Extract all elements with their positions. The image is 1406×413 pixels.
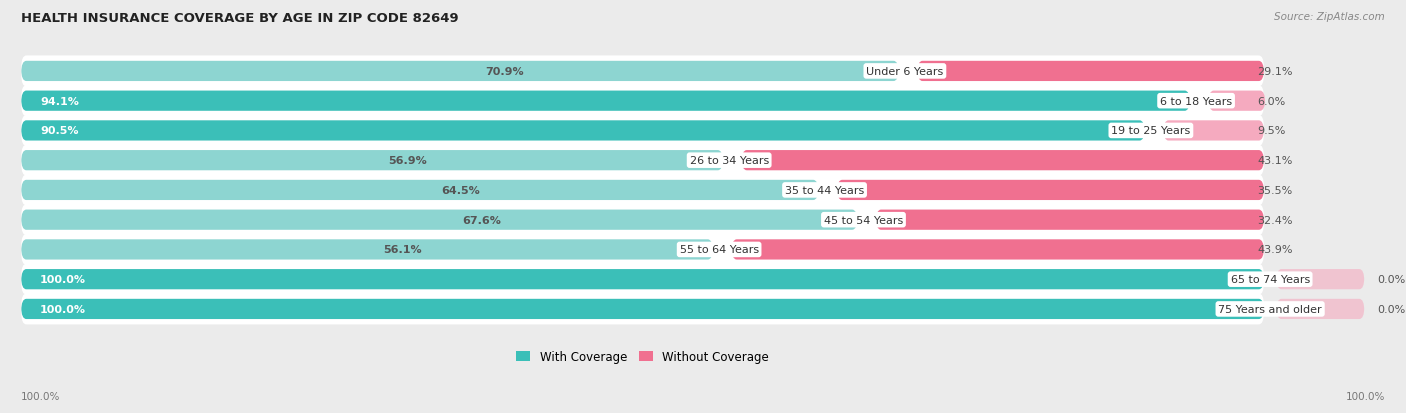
FancyBboxPatch shape [1209,91,1265,112]
FancyBboxPatch shape [21,294,1264,325]
Text: 43.9%: 43.9% [1257,245,1294,255]
FancyBboxPatch shape [731,240,1264,260]
Text: 75 Years and older: 75 Years and older [1219,304,1322,314]
FancyBboxPatch shape [21,235,1264,265]
FancyBboxPatch shape [1277,269,1364,290]
Text: 19 to 25 Years: 19 to 25 Years [1111,126,1191,136]
FancyBboxPatch shape [21,210,858,230]
FancyBboxPatch shape [21,91,1189,112]
FancyBboxPatch shape [21,180,818,201]
FancyBboxPatch shape [918,62,1264,82]
FancyBboxPatch shape [1163,121,1264,141]
Text: 0.0%: 0.0% [1376,275,1405,285]
FancyBboxPatch shape [21,116,1264,147]
Text: 35 to 44 Years: 35 to 44 Years [785,185,865,195]
Text: 55 to 64 Years: 55 to 64 Years [679,245,759,255]
FancyBboxPatch shape [21,62,898,82]
FancyBboxPatch shape [21,299,1264,319]
Text: 65 to 74 Years: 65 to 74 Years [1230,275,1310,285]
Text: 45 to 54 Years: 45 to 54 Years [824,215,903,225]
Text: 43.1%: 43.1% [1257,156,1294,166]
FancyBboxPatch shape [21,205,1264,235]
Text: 100.0%: 100.0% [41,304,86,314]
FancyBboxPatch shape [1277,299,1364,319]
FancyBboxPatch shape [837,180,1264,201]
Text: 94.1%: 94.1% [41,97,79,107]
FancyBboxPatch shape [742,151,1264,171]
FancyBboxPatch shape [21,240,713,260]
Text: 6.0%: 6.0% [1257,97,1286,107]
Text: 35.5%: 35.5% [1257,185,1294,195]
Text: 32.4%: 32.4% [1257,215,1294,225]
FancyBboxPatch shape [21,175,1264,206]
Text: 90.5%: 90.5% [41,126,79,136]
Text: 29.1%: 29.1% [1257,67,1294,77]
Text: 56.9%: 56.9% [388,156,427,166]
Text: 70.9%: 70.9% [485,67,524,77]
FancyBboxPatch shape [21,264,1264,295]
FancyBboxPatch shape [21,56,1264,87]
FancyBboxPatch shape [21,269,1264,290]
Text: HEALTH INSURANCE COVERAGE BY AGE IN ZIP CODE 82649: HEALTH INSURANCE COVERAGE BY AGE IN ZIP … [21,12,458,25]
Text: Source: ZipAtlas.com: Source: ZipAtlas.com [1274,12,1385,22]
Text: 100.0%: 100.0% [41,275,86,285]
FancyBboxPatch shape [21,86,1264,117]
Text: Under 6 Years: Under 6 Years [866,67,943,77]
Text: 64.5%: 64.5% [441,185,479,195]
Text: 9.5%: 9.5% [1257,126,1286,136]
FancyBboxPatch shape [876,210,1264,230]
FancyBboxPatch shape [21,121,1144,141]
Legend: With Coverage, Without Coverage: With Coverage, Without Coverage [512,346,773,368]
Text: 0.0%: 0.0% [1376,304,1405,314]
FancyBboxPatch shape [21,145,1264,176]
FancyBboxPatch shape [21,151,723,171]
Text: 67.6%: 67.6% [463,215,501,225]
Text: 26 to 34 Years: 26 to 34 Years [689,156,769,166]
Text: 100.0%: 100.0% [1346,391,1385,401]
Text: 6 to 18 Years: 6 to 18 Years [1160,97,1232,107]
Text: 100.0%: 100.0% [21,391,60,401]
Text: 56.1%: 56.1% [382,245,422,255]
